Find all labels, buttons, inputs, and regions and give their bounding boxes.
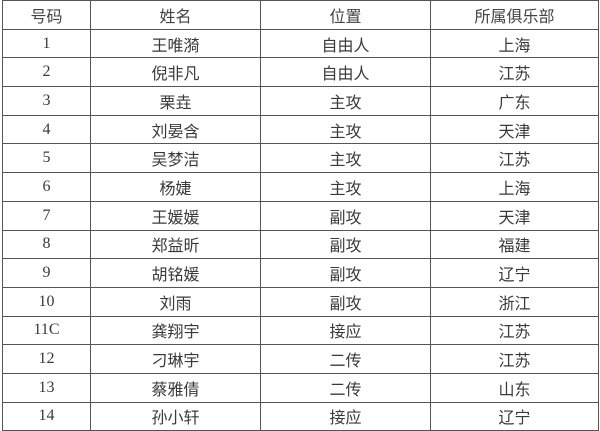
cell-position: 自由人 (260, 28, 431, 59)
cell-club: 辽宁 (430, 401, 599, 431)
table-row: 14 孙小轩 接应 辽宁 (2, 401, 599, 431)
cell-name: 刘晏含 (90, 114, 261, 145)
cell-position: 副攻 (260, 258, 431, 288)
header-number: 号码 (2, 0, 91, 30)
cell-number: 12 (2, 344, 91, 374)
cell-number: 10 (2, 286, 91, 317)
cell-number: 3 (2, 86, 91, 116)
table-row: 7 王媛媛 副攻 天津 (2, 200, 599, 231)
cell-number: 4 (2, 114, 91, 145)
cell-position: 自由人 (260, 57, 431, 88)
cell-position: 二传 (260, 344, 431, 374)
cell-name: 倪非凡 (90, 57, 261, 88)
cell-number: 8 (2, 229, 91, 260)
table-row: 5 吴梦洁 主攻 江苏 (2, 143, 599, 174)
table-row: 12 刁琳宇 二传 江苏 (2, 344, 599, 374)
cell-club: 山东 (430, 372, 599, 403)
cell-number: 14 (2, 401, 91, 431)
cell-club: 福建 (430, 229, 599, 260)
cell-name: 刁琳宇 (90, 344, 261, 374)
table-row: 4 刘晏含 主攻 天津 (2, 114, 599, 145)
cell-club: 上海 (430, 172, 599, 202)
cell-number: 1 (2, 28, 91, 59)
cell-name: 刘雨 (90, 286, 261, 317)
table-row: 9 胡铭媛 副攻 辽宁 (2, 258, 599, 288)
header-position: 位置 (260, 0, 431, 30)
cell-position: 副攻 (260, 229, 431, 260)
cell-name: 王唯漪 (90, 28, 261, 59)
table-row: 6 杨婕 主攻 上海 (2, 172, 599, 202)
table-row: 8 郑益昕 副攻 福建 (2, 229, 599, 260)
cell-club: 辽宁 (430, 258, 599, 288)
cell-position: 主攻 (260, 172, 431, 202)
table-row: 11C 龚翔宇 接应 江苏 (2, 315, 599, 346)
cell-number: 9 (2, 258, 91, 288)
header-club: 所属俱乐部 (430, 0, 599, 30)
table-row: 10 刘雨 副攻 浙江 (2, 286, 599, 317)
cell-number: 7 (2, 200, 91, 231)
cell-club: 江苏 (430, 57, 599, 88)
cell-number: 13 (2, 372, 91, 403)
cell-club: 上海 (430, 28, 599, 59)
cell-number: 6 (2, 172, 91, 202)
cell-club: 江苏 (430, 143, 599, 174)
table-row: 1 王唯漪 自由人 上海 (2, 28, 599, 59)
cell-name: 郑益昕 (90, 229, 261, 260)
cell-position: 副攻 (260, 286, 431, 317)
cell-club: 江苏 (430, 315, 599, 346)
cell-position: 接应 (260, 401, 431, 431)
cell-name: 王媛媛 (90, 200, 261, 231)
cell-number: 2 (2, 57, 91, 88)
cell-position: 副攻 (260, 200, 431, 231)
cell-club: 天津 (430, 200, 599, 231)
cell-name: 栗垚 (90, 86, 261, 116)
cell-club: 浙江 (430, 286, 599, 317)
table-row: 3 栗垚 主攻 广东 (2, 86, 599, 116)
header-name: 姓名 (90, 0, 261, 30)
cell-club: 天津 (430, 114, 599, 145)
cell-position: 主攻 (260, 86, 431, 116)
cell-position: 主攻 (260, 143, 431, 174)
cell-club: 广东 (430, 86, 599, 116)
cell-name: 胡铭媛 (90, 258, 261, 288)
cell-number: 5 (2, 143, 91, 174)
cell-name: 杨婕 (90, 172, 261, 202)
cell-name: 龚翔宇 (90, 315, 261, 346)
cell-position: 接应 (260, 315, 431, 346)
table-row: 2 倪非凡 自由人 江苏 (2, 57, 599, 88)
table-row: 13 蔡雅倩 二传 山东 (2, 372, 599, 403)
cell-position: 主攻 (260, 114, 431, 145)
cell-name: 吴梦洁 (90, 143, 261, 174)
cell-name: 孙小轩 (90, 401, 261, 431)
cell-number: 11C (2, 315, 91, 346)
header-row: 号码 姓名 位置 所属俱乐部 (2, 0, 599, 30)
cell-position: 二传 (260, 372, 431, 403)
cell-club: 江苏 (430, 344, 599, 374)
cell-name: 蔡雅倩 (90, 372, 261, 403)
